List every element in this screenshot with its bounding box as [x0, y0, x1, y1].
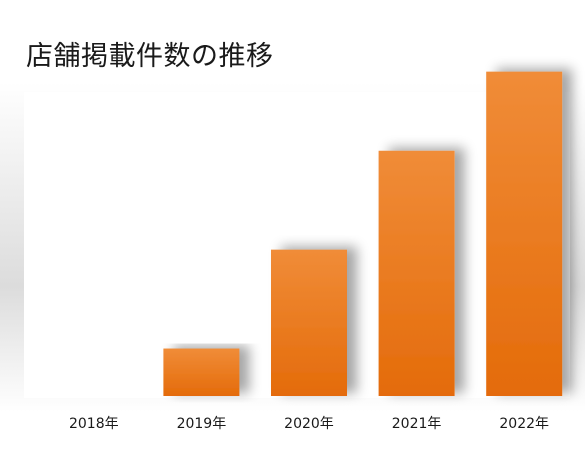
- bar-4: [378, 150, 455, 396]
- bar-5: [486, 71, 563, 397]
- chart-title: 店舗掲載件数の推移: [26, 41, 274, 72]
- bar-2: [163, 348, 240, 396]
- x-tick-label: 2020年: [284, 416, 334, 432]
- x-tick-label: 2022年: [499, 416, 549, 432]
- x-tick-label: 2019年: [177, 416, 227, 432]
- bars-group: [163, 71, 563, 397]
- x-axis-ticks: 2018年 2019年 2020年 2021年 2022年: [69, 416, 549, 432]
- x-tick-label: 2018年: [69, 416, 119, 432]
- bar-3: [271, 249, 347, 396]
- x-tick-label: 2021年: [392, 416, 442, 432]
